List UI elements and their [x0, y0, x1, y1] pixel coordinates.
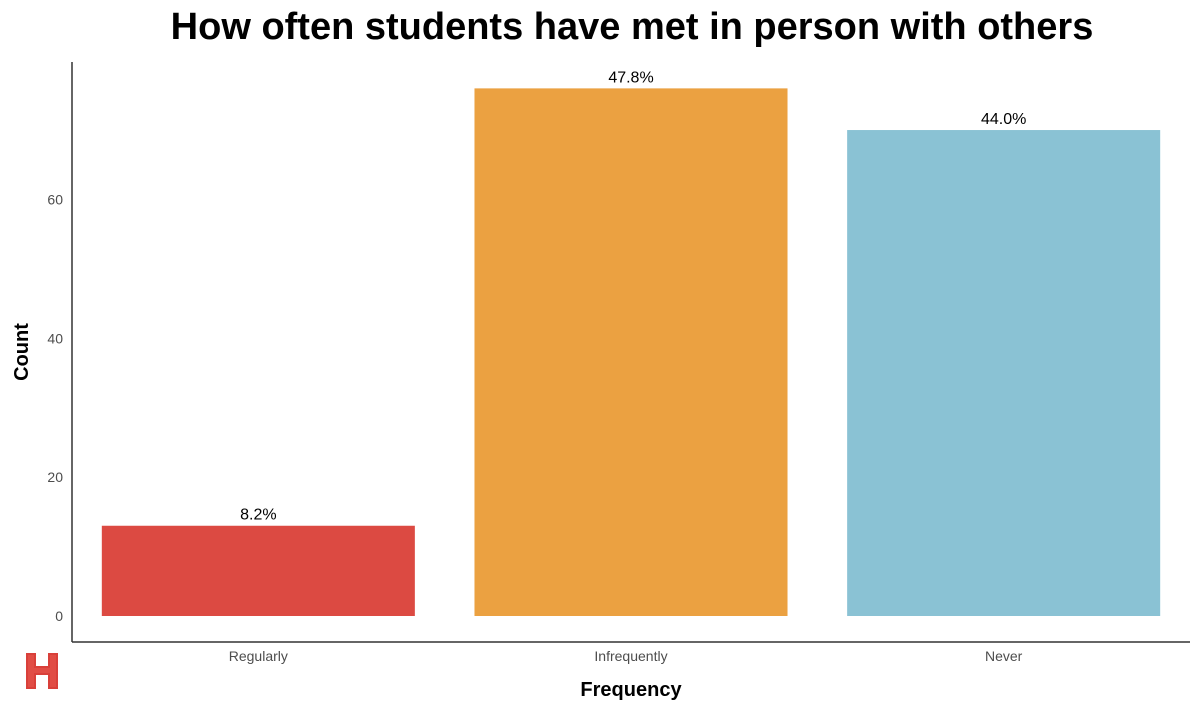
x-axis-ticks: Regularly Infrequently Never	[229, 648, 1023, 664]
bar-never	[847, 130, 1161, 616]
data-label-never: 44.0%	[981, 111, 1026, 128]
x-tick-label-infrequently: Infrequently	[594, 648, 667, 664]
bar-regularly	[101, 525, 415, 616]
y-tick-label-20: 20	[47, 469, 63, 485]
x-tick-label-regularly: Regularly	[229, 648, 288, 664]
y-tick-label-0: 0	[55, 608, 63, 624]
data-label-infrequently: 47.8%	[608, 69, 653, 86]
bars-group	[101, 88, 1161, 616]
data-labels-group: 8.2% 47.8% 44.0%	[240, 69, 1026, 523]
chart-title: How often students have met in person wi…	[170, 6, 1094, 48]
bar-infrequently	[474, 88, 788, 616]
x-tick-label-never: Never	[985, 648, 1023, 664]
y-axis-title: Count	[11, 323, 33, 381]
h-logo-icon	[26, 653, 58, 689]
y-tick-label-60: 60	[47, 191, 63, 207]
y-tick-label-40: 40	[47, 330, 63, 346]
y-axis-ticks: 0 20 40 60	[47, 191, 63, 624]
x-axis-title: Frequency	[580, 679, 682, 701]
data-label-regularly: 8.2%	[240, 507, 276, 524]
